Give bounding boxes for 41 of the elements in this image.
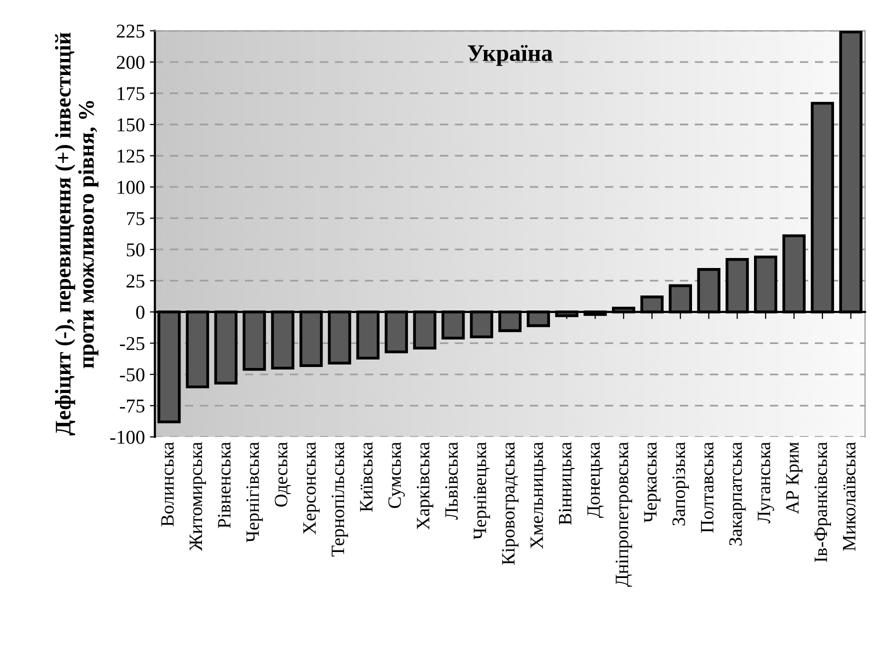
y-axis-title: Дефіцит (-), перевищення (+) інвестицій проти можливого рівня, %: [55, 32, 98, 436]
x-tick-label: Львівська: [445, 442, 458, 520]
x-tick-label: Одеська: [274, 442, 291, 507]
x-tick-label: Закарпатська: [729, 442, 746, 546]
y-tick-label: 150: [118, 118, 144, 132]
x-tick-label: Тернопільська: [332, 442, 348, 556]
x-tick-label: Ів-Франківська: [814, 442, 831, 562]
y-tick-label: -25: [120, 337, 144, 350]
x-tick-label: Донецька: [587, 442, 604, 518]
y-tick-label: 0: [136, 306, 144, 319]
x-tick-label: Полтавська: [701, 442, 714, 533]
x-tick-label: Запорізька: [672, 442, 689, 526]
x-tick-label: Житомирська: [190, 442, 206, 551]
y-tick-label: -75: [120, 400, 144, 413]
x-tick-label: Луганська: [758, 442, 774, 524]
x-tick-label: Чернівецька: [474, 442, 490, 540]
x-tick-label: Чернігівська: [246, 442, 263, 542]
y-tick-label: 25: [126, 274, 144, 288]
y-tick-label: -100: [110, 430, 144, 444]
y-tick-label: 175: [118, 87, 144, 100]
y-tick-label: 100: [118, 180, 144, 194]
x-tick-label: Харківська: [416, 442, 434, 530]
x-tick-label: Миколаївська: [843, 442, 856, 551]
x-tick-label: Хмельницька: [530, 442, 546, 549]
y-tick-label: 75: [126, 212, 144, 226]
x-tick-label: Дніпропетровська: [616, 442, 632, 587]
x-tick-label: Сумська: [388, 442, 405, 508]
x-tick-label: Кіровоградська: [502, 442, 518, 565]
text: Україна: [468, 45, 553, 66]
y-tick-label: 50: [126, 243, 144, 256]
x-tick-label: АР Крим: [786, 442, 803, 514]
y-tick-label: -50: [120, 368, 144, 382]
x-tick-label: Херсонська: [303, 442, 320, 534]
y-tick-label: 225: [116, 24, 144, 38]
x-tick-label: Вінницька: [558, 442, 575, 525]
x-tick-label: Черкаська: [644, 442, 660, 523]
x-tick-label: Київська: [360, 442, 373, 512]
x-tick-label: Волинська: [161, 442, 174, 526]
x-tick-label: Рівненська: [218, 442, 231, 528]
y-tick-label: 200: [116, 56, 144, 69]
y-tick-label: 125: [118, 150, 144, 163]
